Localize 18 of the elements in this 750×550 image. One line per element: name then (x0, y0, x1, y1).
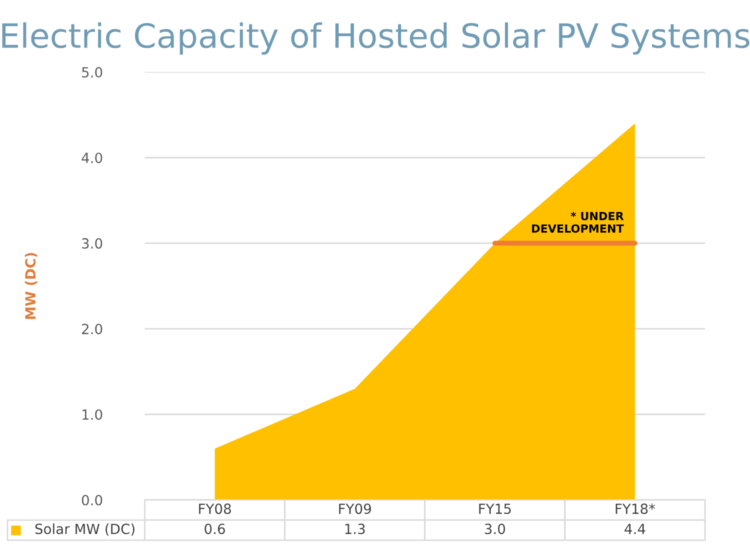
data-label: 4.4 (624, 524, 646, 534)
x-tick-label: FY08 (199, 504, 231, 514)
x-tick-label: FY09 (339, 504, 371, 514)
y-tick-label: 0.0 (82, 494, 102, 506)
y-tick-label: 5.0 (82, 67, 102, 78)
legend-label: Solar MW (DC) (35, 523, 134, 536)
data-label: 1.3 (345, 524, 365, 534)
data-label: 0.6 (204, 524, 225, 534)
y-tick-label: 4.0 (82, 152, 102, 164)
chart-title: Electric Capacity of Hosted Solar PV Systems (2, 22, 750, 55)
y-tick-label: 1.0 (82, 409, 102, 420)
data-label: 3.0 (484, 524, 506, 534)
x-tick-label: FY15 (479, 504, 511, 514)
x-tick-label: FY18* (616, 504, 656, 514)
y-tick-label: 3.0 (82, 238, 102, 249)
y-axis-title: MW (DC) (24, 252, 38, 319)
y-tick-label: 2.0 (82, 324, 102, 334)
annotation: * UNDER DEVELOPMENT (532, 212, 624, 233)
